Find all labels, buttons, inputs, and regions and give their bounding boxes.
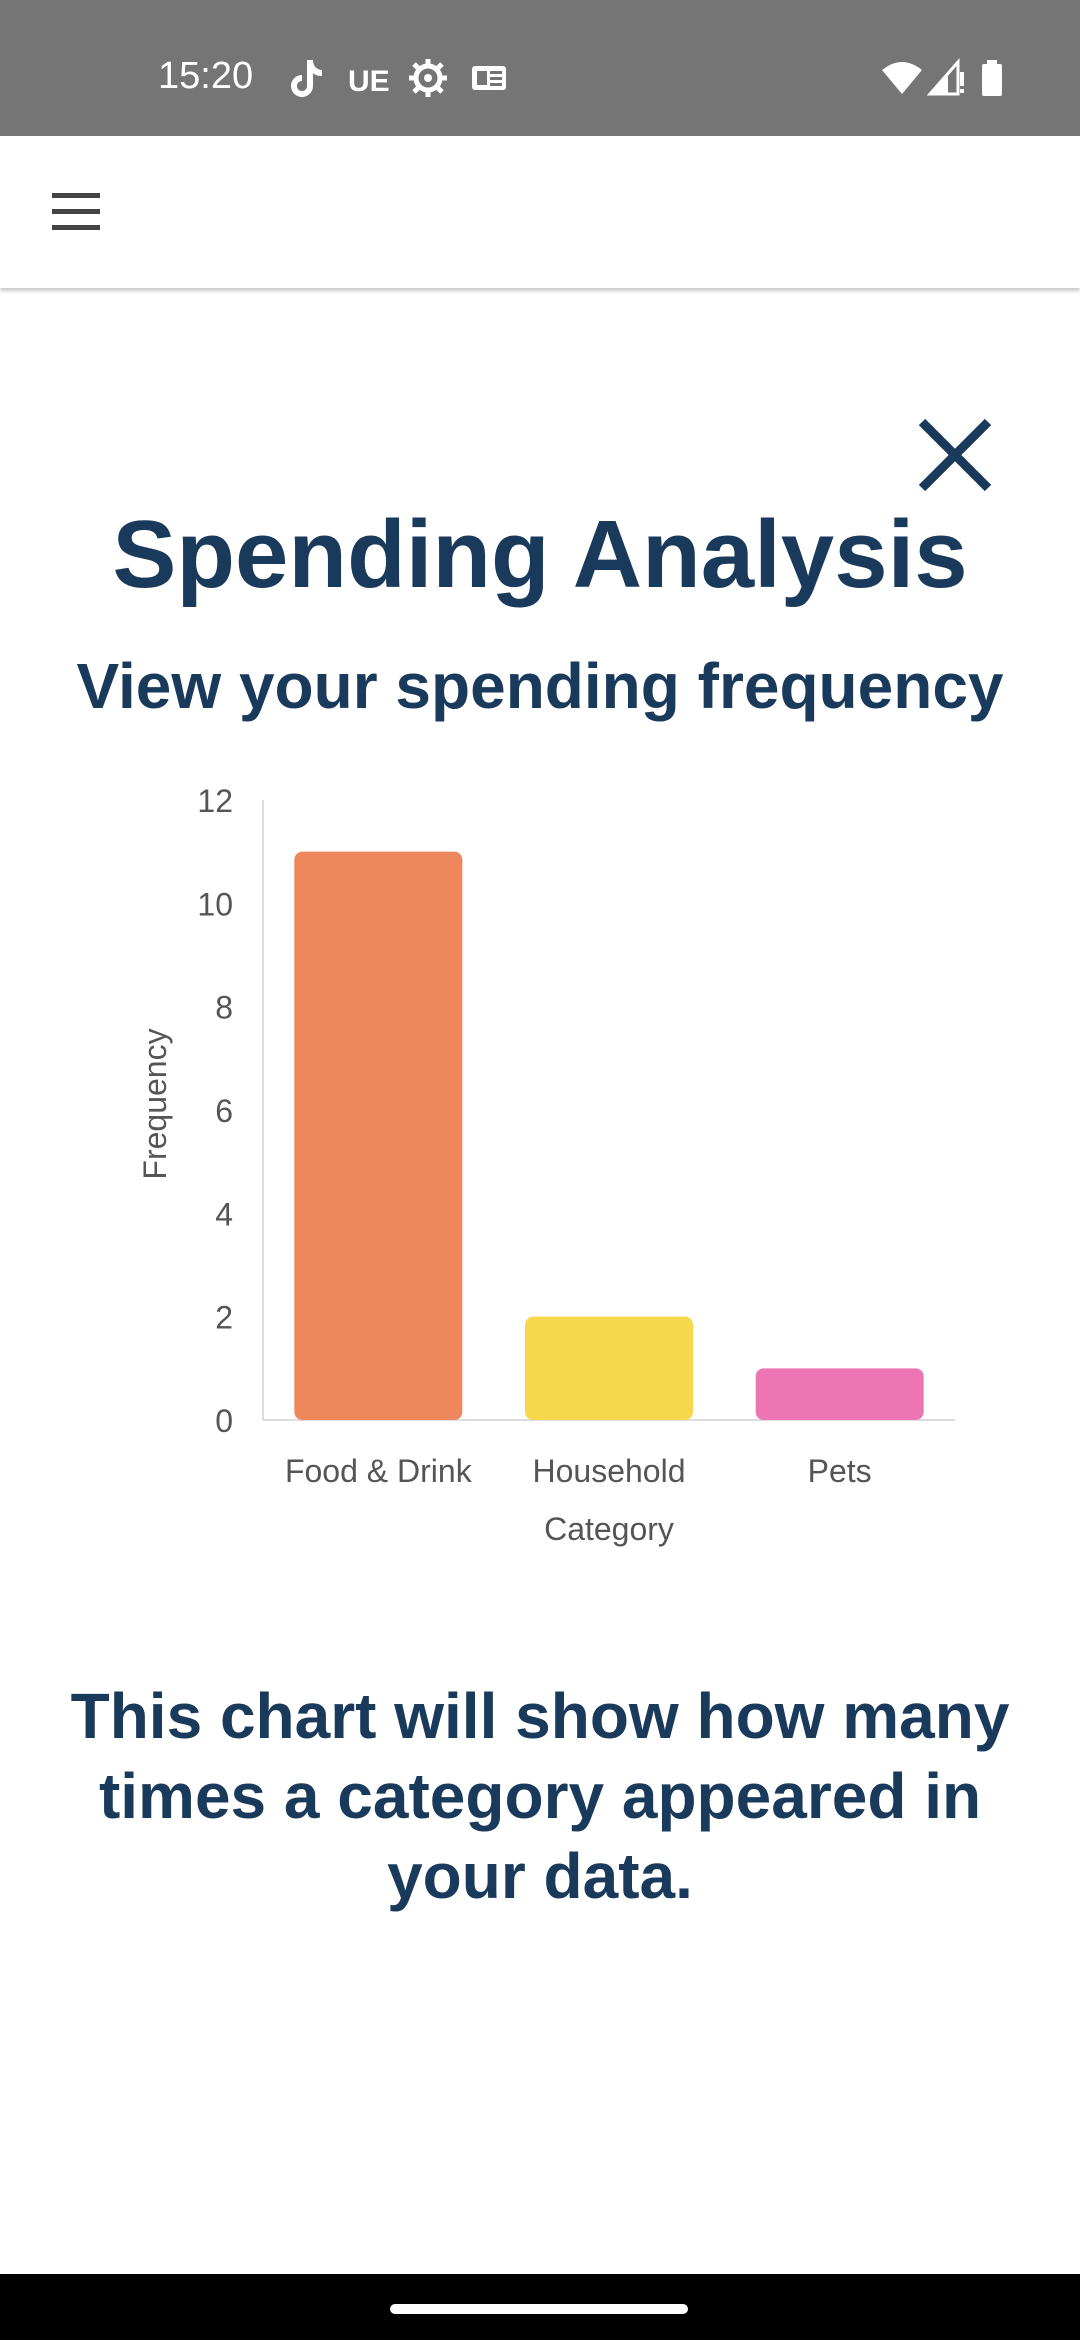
y-tick-label: 6 — [215, 1093, 233, 1129]
x-tick-label: Household — [533, 1453, 686, 1489]
hamburger-menu-icon[interactable] — [46, 189, 106, 235]
y-tick-label: 12 — [197, 783, 233, 819]
y-tick-label: 2 — [215, 1300, 233, 1336]
y-tick-label: 4 — [215, 1196, 233, 1232]
settings-gear-icon — [409, 59, 447, 97]
status-time: 15:20 — [158, 55, 254, 97]
news-card-icon — [472, 66, 506, 90]
y-tick-label: 0 — [215, 1403, 233, 1439]
x-tick-label: Pets — [808, 1453, 872, 1489]
signal-icon — [926, 58, 964, 96]
close-icon[interactable] — [910, 410, 1000, 500]
status-bar: 15:20 UE — [0, 0, 1080, 136]
page-title: Spending Analysis — [112, 501, 968, 608]
x-axis-title: Category — [544, 1511, 674, 1547]
y-tick-label: 8 — [215, 990, 233, 1026]
battery-icon — [982, 60, 1002, 96]
ue-icon: UE — [348, 65, 390, 98]
page-subtitle: View your spending frequency — [76, 650, 1004, 722]
home-indicator[interactable] — [390, 2304, 688, 2314]
tiktok-icon — [291, 60, 322, 97]
wifi-icon — [882, 62, 922, 94]
y-axis-title: Frequency — [137, 1028, 173, 1179]
bar — [525, 1316, 693, 1420]
bar — [294, 851, 463, 1420]
bar — [755, 1368, 924, 1420]
x-tick-label: Food & Drink — [285, 1453, 473, 1489]
y-tick-label: 10 — [197, 886, 233, 922]
chart-description: This chart will show how many times a ca… — [70, 1680, 1010, 1912]
app-bar — [0, 136, 1080, 288]
navigation-bar — [0, 2274, 1080, 2340]
